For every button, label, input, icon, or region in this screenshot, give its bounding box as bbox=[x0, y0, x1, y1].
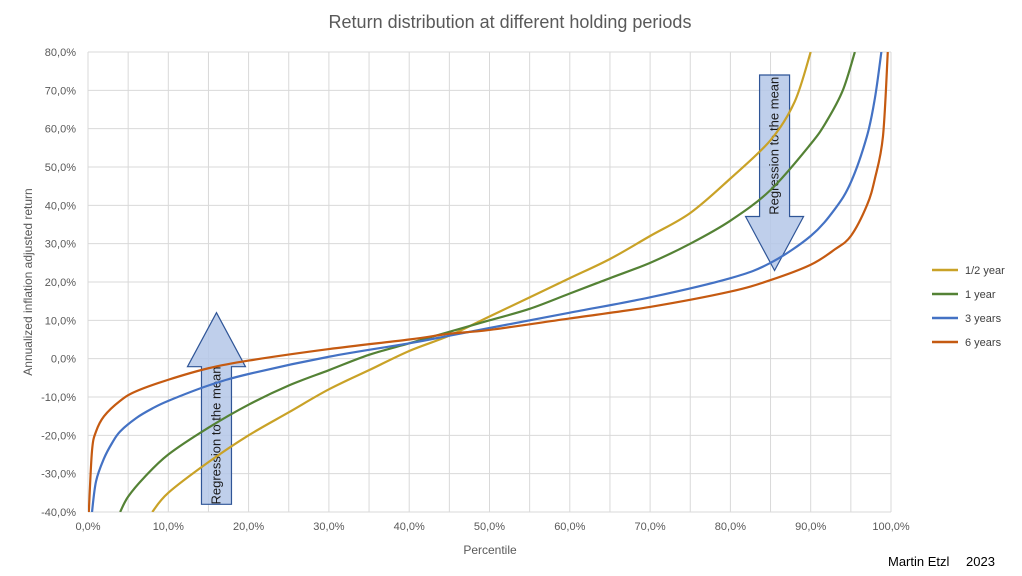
series-line-3 bbox=[88, 52, 889, 512]
y-tick-label: 60,0% bbox=[45, 124, 76, 136]
footer-year: 2023 bbox=[966, 554, 995, 569]
y-tick-label: 10,0% bbox=[45, 315, 76, 327]
x-tick-label: 90,0% bbox=[795, 521, 826, 533]
y-tick-label: 0,0% bbox=[51, 354, 76, 366]
y-tick-label: 50,0% bbox=[45, 162, 76, 174]
x-tick-label: 80,0% bbox=[715, 521, 746, 533]
series-line-2 bbox=[90, 52, 883, 512]
x-tick-label: 70,0% bbox=[634, 521, 665, 533]
x-tick-label: 20,0% bbox=[233, 521, 264, 533]
y-tick-label: -10,0% bbox=[41, 392, 76, 404]
y-tick-label: 40,0% bbox=[45, 200, 76, 212]
footer-author: Martin Etzl bbox=[888, 554, 950, 569]
x-tick-label: 0,0% bbox=[75, 521, 100, 533]
y-tick-label: 80,0% bbox=[45, 47, 76, 59]
series-line-1 bbox=[119, 52, 856, 512]
annotation-arrow bbox=[186, 311, 247, 505]
series-lines bbox=[88, 52, 889, 512]
axis-ticks: 0,0% 10,0% 20,0% 30,0% 40,0% 50,0% 60,0% 70,0% 8… bbox=[41, 47, 910, 533]
y-tick-label: 20,0% bbox=[45, 277, 76, 289]
y-tick-label: 70,0% bbox=[45, 85, 76, 97]
series-line-0 bbox=[151, 52, 812, 512]
y-tick-label: -40,0% bbox=[41, 507, 76, 519]
chart-title: Return distribution at different holding… bbox=[329, 12, 692, 32]
y-axis-label: Annualized inflation adjusted return bbox=[21, 188, 35, 375]
grid bbox=[87, 51, 892, 513]
legend-entry: 1 year bbox=[965, 289, 996, 301]
legend-entry: 1/2 year bbox=[965, 265, 1005, 277]
legend-entry: 6 years bbox=[965, 337, 1002, 349]
x-axis-label: Percentile bbox=[463, 543, 517, 557]
annotations: Regression to the mean Regression to the … bbox=[186, 74, 805, 505]
y-tick-label: -30,0% bbox=[41, 469, 76, 481]
legend-entry: 3 years bbox=[965, 313, 1002, 325]
x-tick-label: 10,0% bbox=[153, 521, 184, 533]
y-tick-label: -20,0% bbox=[41, 430, 76, 442]
legend: 1/2 year 1 year 3 years 6 years bbox=[932, 265, 1005, 349]
x-tick-label: 100,0% bbox=[872, 521, 910, 533]
x-tick-label: 30,0% bbox=[313, 521, 344, 533]
annotation-arrow bbox=[744, 74, 805, 272]
annotation-text: Regression to the mean bbox=[208, 366, 223, 504]
x-tick-label: 50,0% bbox=[474, 521, 505, 533]
x-tick-label: 60,0% bbox=[554, 521, 585, 533]
annotation-text: Regression to the mean bbox=[767, 77, 782, 215]
x-tick-label: 40,0% bbox=[394, 521, 425, 533]
y-tick-label: 30,0% bbox=[45, 239, 76, 251]
